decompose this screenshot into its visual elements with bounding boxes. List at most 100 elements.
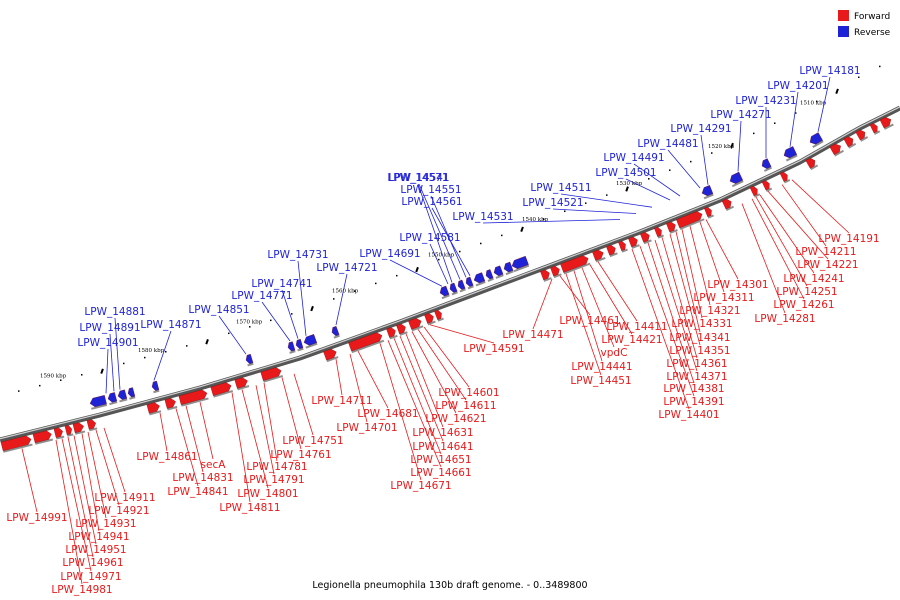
scale-tick <box>270 319 272 322</box>
reverse-gene <box>457 279 466 293</box>
forward-gene <box>424 313 436 326</box>
forward-gene <box>550 265 562 279</box>
gene-label: LPW_14251 <box>776 286 837 298</box>
gene-label: LPW_14411 <box>606 321 667 333</box>
gene-label: LPW_14621 <box>425 413 486 425</box>
leader-line <box>654 239 698 372</box>
scale-tick <box>165 350 167 353</box>
legend-reverse-label: Reverse <box>854 28 891 38</box>
scale-label: 1570 kbp <box>236 320 263 326</box>
leader-line <box>759 194 815 274</box>
forward-gene <box>676 211 705 230</box>
gene-label: LPW_14751 <box>282 435 343 447</box>
reverse-gene <box>287 341 296 354</box>
gene-label: LPW_14801 <box>237 488 298 500</box>
forward-gene <box>53 427 65 440</box>
leader-line <box>589 264 633 335</box>
scale-tick <box>690 160 692 163</box>
gene-label: LPW_14501 <box>595 167 656 179</box>
leader-line <box>700 134 709 185</box>
leader-line <box>705 219 739 280</box>
scale-tick <box>480 242 482 245</box>
gene-label: LPW_14611 <box>435 400 496 412</box>
forward-gene <box>592 249 606 263</box>
scale-tick <box>648 178 650 180</box>
forward-gene <box>396 323 408 336</box>
scale-tick <box>249 326 251 328</box>
gene-label: LPW_14421 <box>601 334 662 346</box>
gene-label: LPW_14831 <box>172 472 233 484</box>
scale-label: 1550 kbp <box>428 253 455 259</box>
gene-label: LPW_14981 <box>51 584 112 596</box>
reverse-gene <box>117 389 128 403</box>
leader-line <box>482 219 621 224</box>
gene-label: LPW_14941 <box>68 531 129 543</box>
leader-line <box>389 259 443 287</box>
gene-label: LPW_14661 <box>410 467 471 479</box>
scale-tick <box>186 345 188 347</box>
leader-line <box>255 385 275 475</box>
forward-gene <box>654 226 664 239</box>
reverse-gene <box>485 269 494 282</box>
gene-label: LPW_14281 <box>754 313 815 325</box>
scale-tick <box>60 379 62 381</box>
gene-label: LPW_14971 <box>60 571 121 583</box>
gene-label: LPW_14181 <box>799 65 860 77</box>
scale-tick <box>438 258 440 261</box>
scale-tick <box>564 210 566 212</box>
forward-gene <box>843 136 857 149</box>
leader-line <box>399 335 444 442</box>
leader-line <box>661 237 698 359</box>
scale-label: 1530 kbp <box>616 181 643 187</box>
leader-line <box>581 267 615 348</box>
forward-gene <box>540 269 552 282</box>
leader-line <box>817 76 831 132</box>
gene-label: LPW_14991 <box>6 512 67 524</box>
gene-label: LPW_14301 <box>707 279 768 291</box>
leader-line <box>781 184 827 247</box>
leader-line <box>393 338 442 455</box>
backbone-line <box>0 105 900 443</box>
leader-line <box>387 340 442 468</box>
scale-tick <box>333 298 335 300</box>
leader-line <box>532 278 553 330</box>
reverse-gene <box>503 261 514 276</box>
gene-label: LPW_14891 <box>79 322 140 334</box>
leader-line <box>431 207 471 276</box>
leader-line <box>109 333 115 392</box>
leader-line <box>417 329 467 401</box>
scale-tick <box>753 132 755 135</box>
forward-gene <box>146 402 162 416</box>
gene-label: LPW_14641 <box>412 441 473 453</box>
reverse-gene <box>245 353 254 367</box>
gene-label: LPW_14771 <box>231 290 292 302</box>
gene-label: LPW_14861 <box>136 451 197 463</box>
gene-label: LPW_14901 <box>77 337 138 349</box>
gene-label: LPW_14491 <box>603 152 664 164</box>
leader-line <box>335 358 343 396</box>
leader-line <box>105 348 109 394</box>
gene-label: LPW_14591 <box>463 343 524 355</box>
gene-label: LPW_14521 <box>522 197 583 209</box>
leader-line <box>185 405 204 473</box>
scale-tick <box>354 290 356 292</box>
leader-line <box>625 178 671 201</box>
gene-label: LPW_14541 <box>388 172 449 184</box>
scale-label: 1590 kbp <box>40 374 67 380</box>
gene-label: LPW_14651 <box>410 454 471 466</box>
leader-line <box>552 208 637 214</box>
leader-line <box>689 225 711 306</box>
gene-label: LPW_14711 <box>311 395 372 407</box>
gene-label: LPW_14531 <box>452 211 513 223</box>
gene-label: LPW_14911 <box>94 492 155 504</box>
leader-line <box>297 260 307 336</box>
reverse-gene <box>761 158 773 172</box>
gene-label: LPW_14391 <box>663 396 724 408</box>
gene-label: LPW_14201 <box>767 80 828 92</box>
scale-tick <box>144 356 146 359</box>
gene-label: LPW_14331 <box>671 318 732 330</box>
gene-label: LPW_14691 <box>359 248 420 260</box>
leader-line <box>681 229 703 319</box>
forward-gene <box>210 382 234 398</box>
